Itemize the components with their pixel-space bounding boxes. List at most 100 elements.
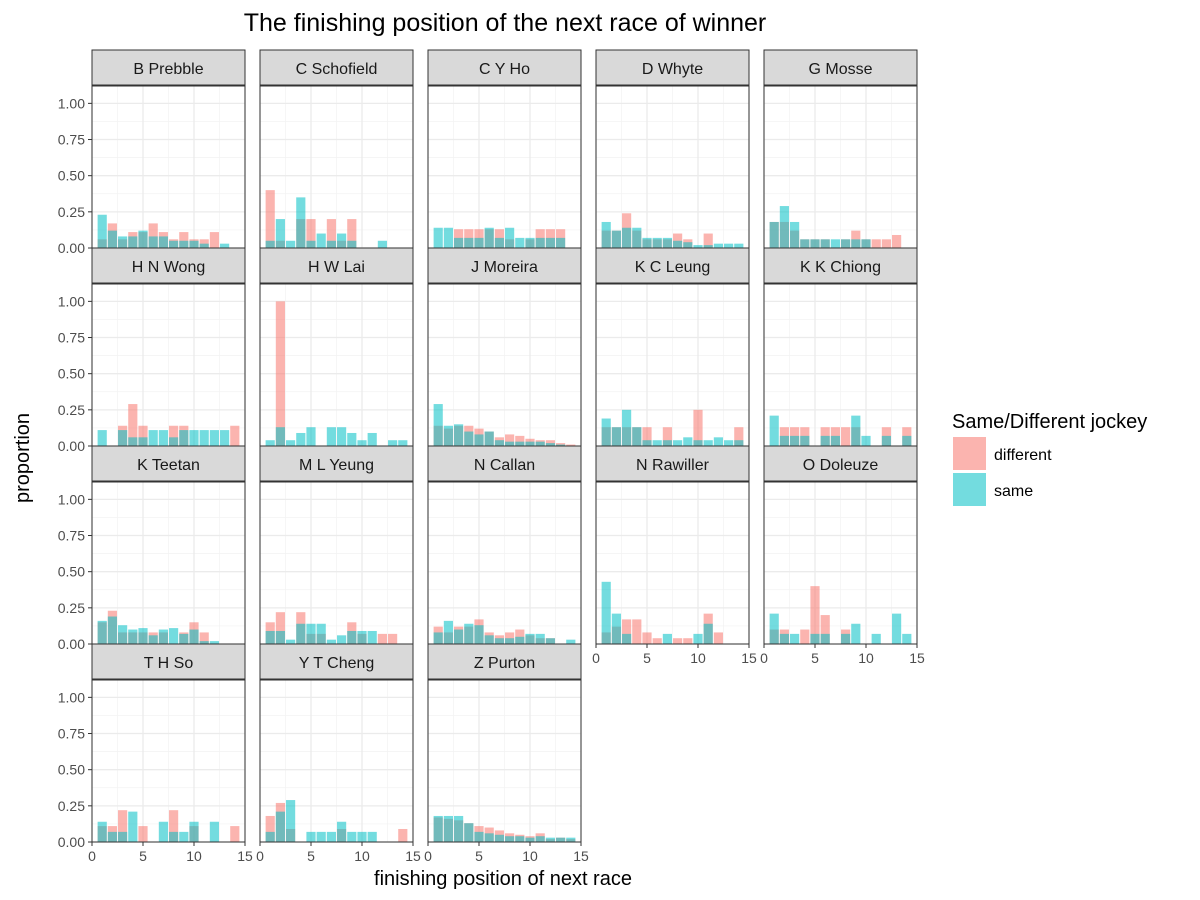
bar-same (367, 432, 377, 446)
facet-strip (595, 445, 750, 482)
bar-same (494, 834, 504, 842)
bar-different (652, 638, 662, 644)
y-tick-label: 0.00 (58, 240, 85, 256)
panel-border (259, 679, 414, 843)
bar-same (138, 628, 148, 644)
bar-same (642, 237, 652, 248)
bar-same (148, 635, 158, 644)
legend-label-different: different (994, 447, 1052, 464)
facet-strip-label: G Mosse (808, 61, 872, 78)
bar-same (443, 815, 453, 842)
bar-same (275, 811, 285, 842)
bar-same (306, 623, 316, 644)
bar-same (464, 823, 474, 842)
bar-different (505, 434, 515, 446)
bar-same (505, 638, 515, 644)
bar-different (841, 427, 851, 446)
bar-different (632, 619, 642, 644)
bar-same (871, 633, 881, 644)
bar-same (734, 440, 744, 446)
bar-same (820, 435, 830, 446)
facet-panel: N Callan (427, 445, 582, 645)
bar-same (265, 440, 275, 446)
bar-same (128, 629, 138, 644)
bar-same (377, 240, 387, 248)
bar-same (902, 435, 912, 446)
bar-same (209, 641, 219, 644)
bar-same (535, 441, 545, 446)
y-tick-label: 0.75 (58, 726, 85, 742)
facet-strip-label: K Teetan (137, 457, 200, 474)
bar-same (622, 409, 632, 446)
bar-different (209, 232, 219, 248)
bar-same (474, 434, 484, 446)
bar-same (662, 633, 672, 644)
facet-panel: K K Chiong (763, 247, 918, 447)
bar-same (326, 639, 336, 644)
bar-same (724, 440, 734, 446)
bar-same (505, 227, 515, 248)
panel-border (763, 481, 918, 645)
facet-strip-label: H N Wong (132, 259, 206, 276)
y-tick-label: 0.50 (58, 366, 85, 382)
facet-strip (259, 247, 414, 284)
y-tick-label: 1.00 (58, 491, 85, 507)
facet-panel: C Schofield (259, 49, 414, 249)
bar-different (693, 409, 703, 446)
y-tick-label: 1.00 (58, 95, 85, 111)
bar-different (515, 435, 525, 446)
x-tick-label: 5 (139, 848, 147, 864)
bar-same (220, 430, 230, 446)
bar-same (474, 625, 484, 644)
legend-label-same: same (994, 483, 1033, 500)
facet-strip-label: J Moreira (471, 259, 538, 276)
panel-border (427, 679, 582, 843)
facet-strip (763, 49, 918, 86)
bar-same (515, 836, 525, 842)
bar-different (642, 632, 652, 644)
facet-strip-label: Y T Cheng (299, 655, 375, 672)
bar-same (713, 243, 723, 248)
facet-strip-label: N Callan (474, 457, 535, 474)
bar-same (367, 630, 377, 644)
bar-same (703, 245, 713, 248)
bar-same (525, 837, 535, 842)
bar-same (388, 440, 398, 446)
facet-strip-label: C Schofield (296, 61, 378, 78)
bar-same (265, 630, 275, 644)
bar-same (642, 440, 652, 446)
y-tick-label: 0.25 (58, 798, 85, 814)
x-tick-label: 10 (522, 848, 538, 864)
bar-different (566, 444, 576, 446)
bar-different (128, 404, 138, 446)
bar-same (693, 245, 703, 248)
facet-strip-label: H W Lai (308, 259, 365, 276)
facet-panel: B Prebble 0.00 0.25 0.50 0.75 1.00 (58, 49, 246, 256)
x-tick-label: 0 (88, 848, 96, 864)
facet-strip (595, 49, 750, 86)
bar-same (275, 427, 285, 446)
bar-same (662, 237, 672, 248)
facet-panel: Y T Cheng 0 5 10 15 (256, 643, 421, 864)
bar-same (851, 623, 861, 644)
bar-different (230, 826, 240, 842)
facet-strip-label: D Whyte (642, 61, 703, 78)
bar-same (158, 430, 168, 446)
bar-same (265, 831, 275, 842)
bar-same (316, 831, 326, 842)
bar-same (652, 440, 662, 446)
bar-same (601, 418, 611, 446)
bar-same (189, 629, 199, 644)
x-tick-label: 0 (256, 848, 264, 864)
x-tick-label: 15 (909, 650, 925, 666)
bar-same (769, 221, 779, 248)
x-tick-label: 10 (186, 848, 202, 864)
bar-same (275, 630, 285, 644)
bar-different (138, 826, 148, 842)
bar-same (693, 440, 703, 446)
bar-same (286, 440, 296, 446)
bar-same (566, 837, 576, 842)
y-tick-label: 1.00 (58, 293, 85, 309)
x-tick-label: 15 (405, 848, 421, 864)
bar-same (138, 437, 148, 446)
